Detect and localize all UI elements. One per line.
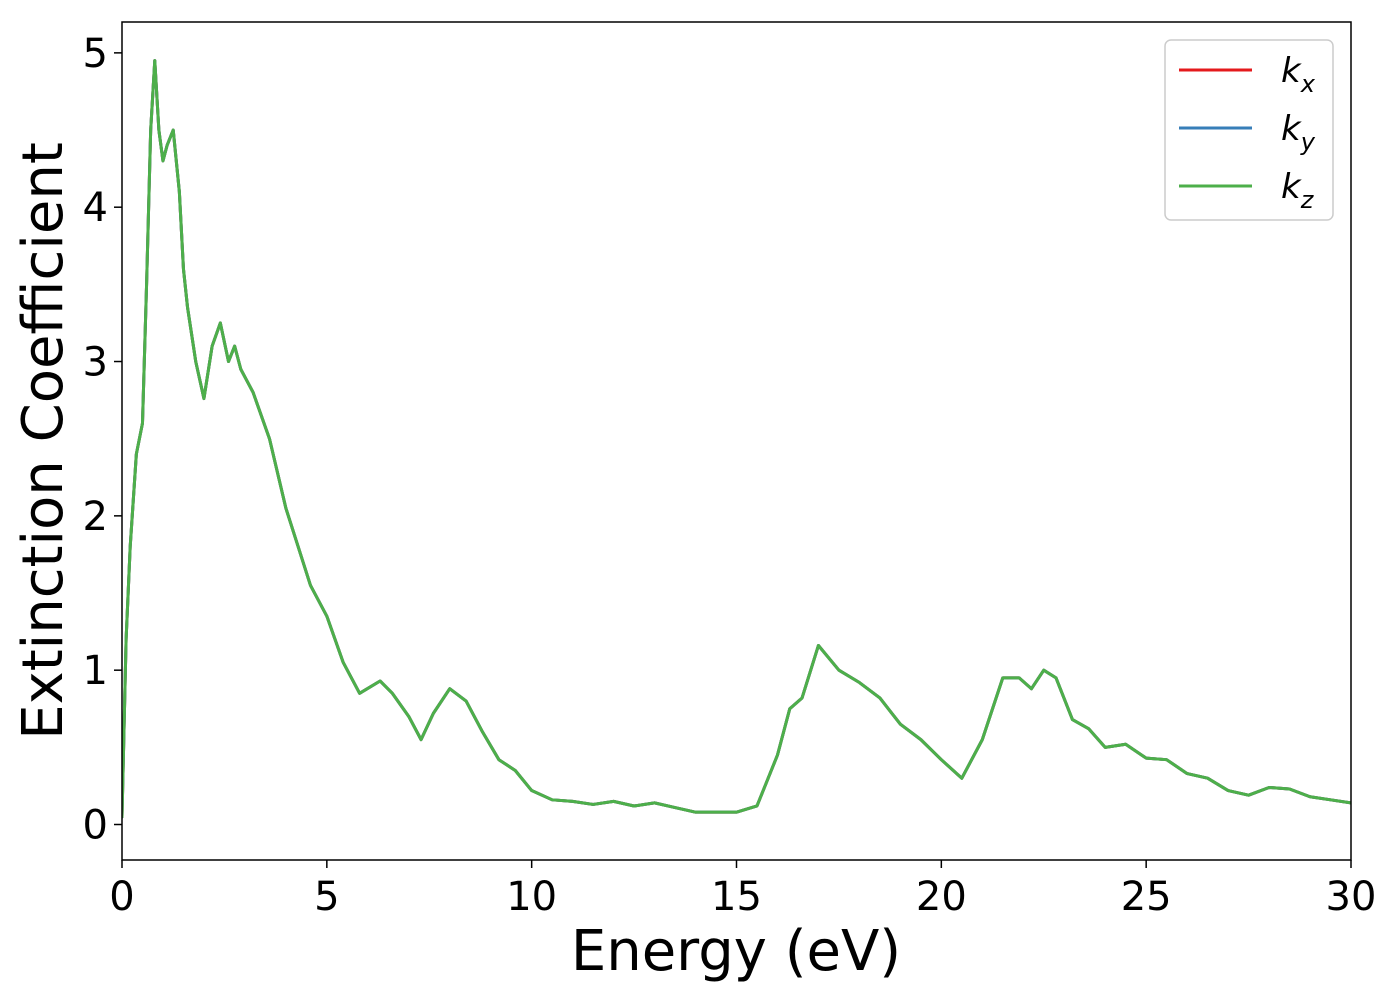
legend-label-subscript: x: [1300, 70, 1316, 98]
x-tick-label: 0: [109, 874, 134, 920]
legend-label-subscript: y: [1300, 128, 1316, 156]
legend-label-base: k: [1281, 109, 1302, 149]
legend-label-base: k: [1281, 51, 1302, 91]
x-tick-label: 10: [506, 874, 557, 920]
legend-box: [1164, 39, 1334, 221]
y-tick-label: 2: [83, 494, 108, 540]
legend-label-y: ky: [1281, 109, 1316, 156]
y-tick-label: 1: [83, 648, 108, 694]
x-tick-label: 25: [1121, 874, 1172, 920]
x-axis-title: Energy (eV): [571, 919, 901, 984]
legend-label-base: k: [1281, 167, 1302, 207]
legend-label-subscript: z: [1300, 186, 1315, 214]
y-tick-label: 4: [83, 185, 108, 231]
y-tick-label: 5: [83, 31, 108, 77]
x-tick-label: 20: [916, 874, 967, 920]
x-tick-label: 5: [314, 874, 339, 920]
series-line-k-z: [122, 59, 1351, 819]
y-axis-title: Extinction Coefficient: [11, 142, 76, 740]
x-axis-ticks: 0 5 10 15 20 25 30: [109, 860, 1376, 920]
legend-label-x: kx: [1281, 51, 1316, 98]
y-tick-label: 3: [83, 340, 108, 386]
y-tick-label: 0: [83, 803, 108, 849]
x-tick-label: 30: [1326, 874, 1377, 920]
series-layer: [122, 59, 1351, 819]
legend-label-z: kz: [1281, 167, 1315, 214]
x-tick-label: 15: [711, 874, 762, 920]
y-axis-ticks: 0 1 2 3 4 5: [83, 31, 122, 849]
